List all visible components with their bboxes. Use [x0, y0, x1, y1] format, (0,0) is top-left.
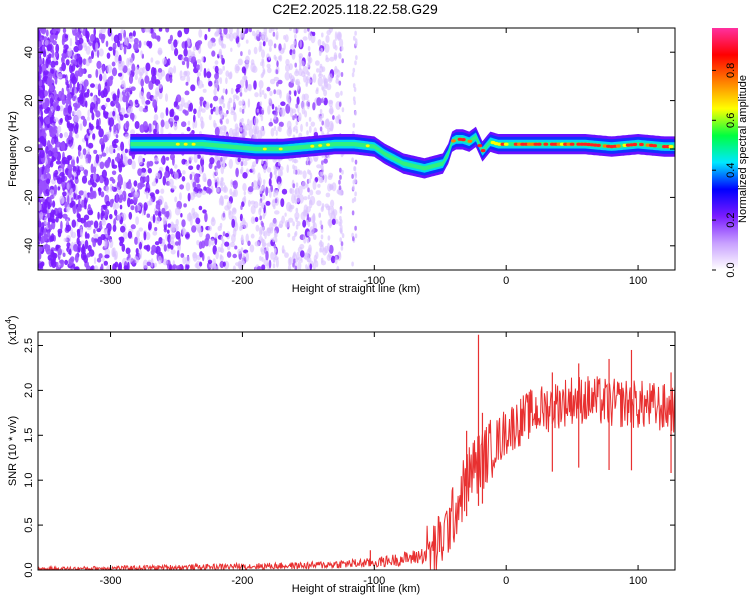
ridge-hotspot — [639, 142, 644, 147]
ridge-hotspot — [579, 142, 585, 146]
ridge-hotspot — [310, 144, 315, 148]
ridge-hotspot — [556, 142, 562, 146]
figure-title: C2E2.2025.118.22.58.G29 — [272, 1, 438, 17]
top-y-axis-label: Frequency (Hz) — [7, 111, 19, 187]
ridge-hotspot — [615, 144, 621, 148]
colorbar-tick-label: 0.6 — [725, 113, 737, 128]
ridge-hotspot — [559, 142, 565, 146]
x-tick-label: -300 — [100, 275, 122, 287]
y-tick-label: 0.5 — [23, 517, 35, 532]
ridge-hotspot — [503, 142, 509, 146]
ridge-hotspot — [576, 142, 582, 146]
x-tick-label: 0 — [503, 275, 509, 287]
ridge-hotspot — [549, 142, 555, 146]
ridge-hotspot — [480, 149, 486, 153]
ridge-hotspot — [500, 142, 506, 146]
ridge-hotspot — [477, 144, 483, 148]
bottom-x-ticks: -300 -200 -100 0 100 — [100, 332, 647, 587]
ridge-hotspot — [520, 142, 526, 146]
y-tick-label: 0 — [23, 146, 35, 152]
bottom-panel: -300 -200 -100 0 100 0.0 0.5 1.0 1.5 2.0 2.5 Heig… — [4, 315, 676, 595]
heatmap-ridge — [130, 126, 675, 179]
ridge-hotspot — [543, 142, 549, 146]
ridge-outer — [130, 126, 675, 179]
ridge-hotspot — [632, 142, 638, 147]
colorbar: 0.0 0.2 0.4 0.6 0.8 Normalized spectral ampl… — [712, 28, 749, 278]
colorbar-tick-label: 0.2 — [725, 212, 737, 227]
y-tick-label: 0.0 — [23, 562, 35, 577]
x-tick-label: 100 — [629, 575, 647, 587]
ridge-hotspot — [365, 144, 370, 148]
y-tick-label: 1.0 — [23, 473, 35, 488]
colorbar-tick-label: 0.0 — [725, 262, 737, 277]
snr-line — [38, 376, 675, 570]
ridge-hotspot — [191, 142, 196, 146]
colorbar-tick-label: 0.4 — [725, 163, 737, 178]
ridge-hotspot — [530, 142, 535, 146]
colorbar-ticks: 0.0 0.2 0.4 0.6 0.8 — [712, 63, 737, 278]
ridge-hotspot — [183, 142, 188, 146]
ridge-hotspot — [460, 138, 466, 142]
ridge-hotspot — [513, 142, 519, 146]
ridge-hotspot — [517, 142, 522, 146]
y-tick-label: 1.5 — [23, 428, 35, 443]
x-tick-label: -100 — [363, 575, 385, 587]
x-tick-label: -200 — [231, 575, 253, 587]
colorbar-label: Normalized spectral amplitude — [737, 75, 749, 223]
snr-plot-area — [38, 334, 675, 570]
ridge-hotspot — [526, 142, 532, 146]
y-tick-label: 40 — [23, 46, 35, 58]
ridge-hotspot — [467, 139, 473, 143]
y-tick-label: -40 — [23, 238, 35, 254]
ridge-hotspot — [278, 147, 283, 151]
top-x-axis-label: Height of straight line (km) — [292, 283, 420, 295]
x-tick-label: 100 — [629, 275, 647, 287]
y-tick-label: -20 — [23, 189, 35, 205]
bottom-x-axis-label: Height of straight line (km) — [292, 583, 420, 595]
ridge-hotspot — [326, 143, 331, 147]
bottom-plot-frame — [37, 331, 676, 571]
x-tick-label: -200 — [231, 275, 253, 287]
bottom-y-ticks: 0.0 0.5 1.0 1.5 2.0 2.5 — [23, 338, 675, 578]
ridge-hotspot — [662, 145, 667, 149]
heatmap-plot-area — [38, 28, 675, 270]
bottom-y-axis-label: SNR (10 * v/v) — [7, 416, 19, 486]
y-scale-base: (x104) — [4, 315, 19, 345]
ridge-hotspot — [497, 142, 502, 146]
top-y-ticks: -40 -20 0 20 40 — [23, 46, 675, 254]
y-tick-label: 2.0 — [23, 383, 35, 398]
ridge-hotspot — [553, 142, 558, 146]
y-scale-exponent: 4 — [4, 319, 13, 324]
top-x-ticks: -300 -200 -100 0 100 — [100, 28, 647, 287]
ridge-hotspot — [175, 142, 180, 146]
ridge-hotspot — [566, 142, 572, 146]
ridge-hotspot — [596, 143, 601, 147]
x-tick-label: -300 — [100, 575, 122, 587]
ridge-hotspot — [563, 142, 568, 146]
ridge-hotspot — [523, 142, 529, 146]
x-tick-label: 0 — [503, 575, 509, 587]
ridge-hotspot — [569, 142, 575, 146]
ridge-hotspot — [451, 139, 456, 143]
bottom-y-scale-label: (x104) — [4, 315, 19, 345]
ridge-hotspot — [533, 142, 539, 146]
ridge-hotspot — [668, 145, 674, 149]
ridge-hotspot — [318, 144, 323, 147]
ridge-hotspot — [652, 144, 657, 148]
ridge-hotspot — [536, 142, 542, 146]
colorbar-tick-label: 0.8 — [725, 63, 737, 78]
x-tick-label: -100 — [363, 275, 385, 287]
ridge-hotspot — [262, 147, 267, 151]
y-tick-label: 2.5 — [23, 338, 35, 353]
ridge-hotspot — [665, 145, 671, 149]
y-tick-label: 20 — [23, 94, 35, 106]
colorbar-gradient — [712, 28, 738, 270]
